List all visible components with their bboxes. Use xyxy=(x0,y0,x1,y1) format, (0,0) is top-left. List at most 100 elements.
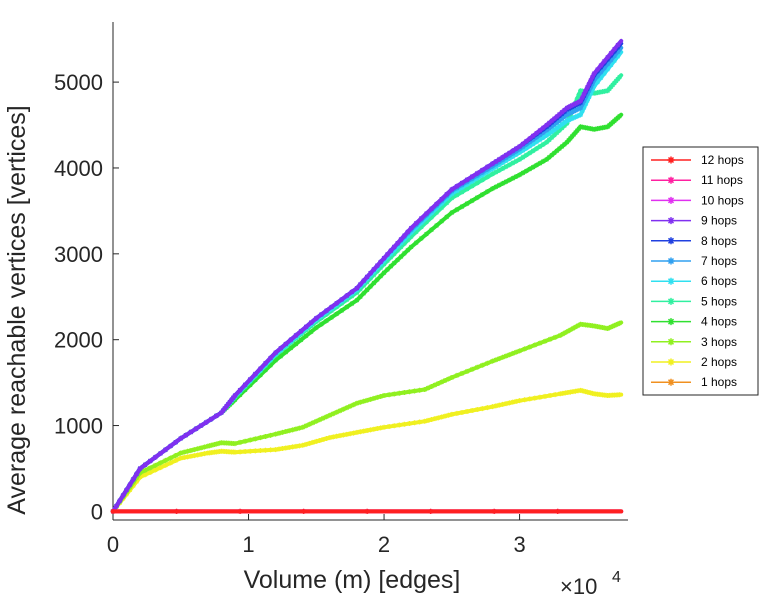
legend: 12 hops11 hops10 hops9 hops8 hops7 hops6… xyxy=(643,147,758,395)
series-marker-9-hops xyxy=(232,393,237,398)
series-marker-9-hops xyxy=(378,259,383,264)
series-marker-9-hops xyxy=(454,184,459,189)
series-marker-3-hops xyxy=(454,373,459,378)
x-axis-exponent: ×10 4 xyxy=(560,569,621,599)
series-marker-9-hops xyxy=(199,423,204,428)
series-marker-2-hops xyxy=(537,395,542,400)
legend-marker xyxy=(668,359,675,366)
series-marker-9-hops xyxy=(238,388,243,393)
series-marker-3-hops xyxy=(522,346,527,351)
series-line-3-hops xyxy=(113,323,621,512)
series-marker-9-hops xyxy=(485,164,490,169)
series-marker-9-hops xyxy=(304,324,309,329)
series-marker-9-hops xyxy=(480,168,485,173)
series-marker-3-hops xyxy=(248,438,253,443)
y-tick-label: 3000 xyxy=(54,242,103,267)
legend-label: 8 hops xyxy=(701,234,737,248)
legend-label: 6 hops xyxy=(701,274,737,288)
series-marker-3-hops xyxy=(253,436,258,441)
series-marker-9-hops xyxy=(459,180,464,185)
legend-marker xyxy=(668,258,675,265)
series-marker-2-hops xyxy=(407,421,412,426)
legend-label: 3 hops xyxy=(701,335,737,349)
series-marker-4-hops xyxy=(324,318,329,323)
series-marker-3-hops xyxy=(402,390,407,395)
series-marker-3-hops xyxy=(232,441,237,446)
series-marker-2-hops xyxy=(263,448,268,453)
series-marker-9-hops xyxy=(429,206,434,211)
series-marker-4-hops xyxy=(409,244,414,249)
series-marker-3-hops xyxy=(153,463,158,468)
series-marker-2-hops xyxy=(527,396,532,401)
series-marker-3-hops xyxy=(148,465,153,470)
series-marker-4-hops xyxy=(449,210,454,215)
x-tick-label: 0 xyxy=(107,532,119,557)
series-marker-4-hops xyxy=(334,311,339,316)
series-marker-2-hops xyxy=(258,448,263,453)
series-marker-9-hops xyxy=(293,333,298,338)
series-marker-2-hops xyxy=(232,450,237,455)
series-marker-4-hops xyxy=(434,223,439,228)
legend-label: 11 hops xyxy=(701,173,743,187)
legend-label: 12 hops xyxy=(701,153,744,167)
series-marker-9-hops xyxy=(209,417,214,422)
series-marker-9-hops xyxy=(299,329,304,334)
series-marker-9-hops xyxy=(188,429,193,434)
series-marker-9-hops xyxy=(131,477,136,482)
series-marker-4-hops xyxy=(349,301,354,306)
legend-marker xyxy=(668,298,675,305)
series-marker-3-hops xyxy=(449,375,454,380)
series-marker-2-hops xyxy=(548,393,553,398)
series-marker-9-hops xyxy=(365,274,370,279)
series-marker-9-hops xyxy=(424,211,429,216)
y-tick-label: 4000 xyxy=(54,156,103,181)
series-marker-9-hops xyxy=(439,197,444,202)
y-tick-label: 2000 xyxy=(54,328,103,353)
series-marker-9-hops xyxy=(243,382,248,387)
legend-label: 9 hops xyxy=(701,214,737,228)
series-marker-3-hops xyxy=(258,435,263,440)
series-marker-9-hops xyxy=(183,433,188,438)
legend-marker xyxy=(668,379,675,386)
series-marker-2-hops xyxy=(459,410,464,415)
series-marker-3-hops xyxy=(527,344,532,349)
series-marker-3-hops xyxy=(387,392,392,397)
series-marker-9-hops xyxy=(371,267,376,272)
series-marker-9-hops xyxy=(194,426,199,431)
legend-label: 2 hops xyxy=(701,355,737,369)
series-marker-4-hops xyxy=(475,195,480,200)
series-marker-2-hops xyxy=(248,449,253,454)
x-tick-label: 1 xyxy=(242,532,254,557)
series-marker-2-hops xyxy=(542,394,547,399)
series-marker-9-hops xyxy=(268,355,273,360)
series-marker-9-hops xyxy=(168,443,173,448)
series-marker-3-hops xyxy=(397,391,402,396)
series-marker-9-hops xyxy=(409,226,414,231)
series-marker-9-hops xyxy=(173,440,178,445)
series-marker-9-hops xyxy=(214,413,219,418)
legend-label: 1 hops xyxy=(701,375,737,389)
series-marker-5-hops xyxy=(617,75,622,80)
series-marker-9-hops xyxy=(375,263,380,268)
series-marker-4-hops xyxy=(414,240,419,245)
series-marker-12-hops xyxy=(111,509,116,514)
series-marker-9-hops xyxy=(324,308,329,313)
series-marker-4-hops xyxy=(439,219,444,224)
series-marker-9-hops xyxy=(283,341,288,346)
y-tick-label: 0 xyxy=(91,499,103,524)
series-marker-9-hops xyxy=(258,366,263,371)
series-marker-9-hops xyxy=(178,436,183,441)
series-marker-12-hops xyxy=(428,509,433,514)
x-exponent-base: ×10 xyxy=(560,574,597,599)
x-exponent-power: 4 xyxy=(612,569,621,586)
series-marker-9-hops xyxy=(602,59,607,64)
series-marker-9-hops xyxy=(273,350,278,355)
series-marker-3-hops xyxy=(532,343,537,348)
series-marker-9-hops xyxy=(402,233,407,238)
series-marker-4-hops xyxy=(419,236,424,241)
series-marker-2-hops xyxy=(449,412,454,417)
series-marker-3-hops xyxy=(459,371,464,376)
series-marker-9-hops xyxy=(470,174,475,179)
series-marker-9-hops xyxy=(595,67,600,72)
series-marker-2-hops xyxy=(412,420,417,425)
